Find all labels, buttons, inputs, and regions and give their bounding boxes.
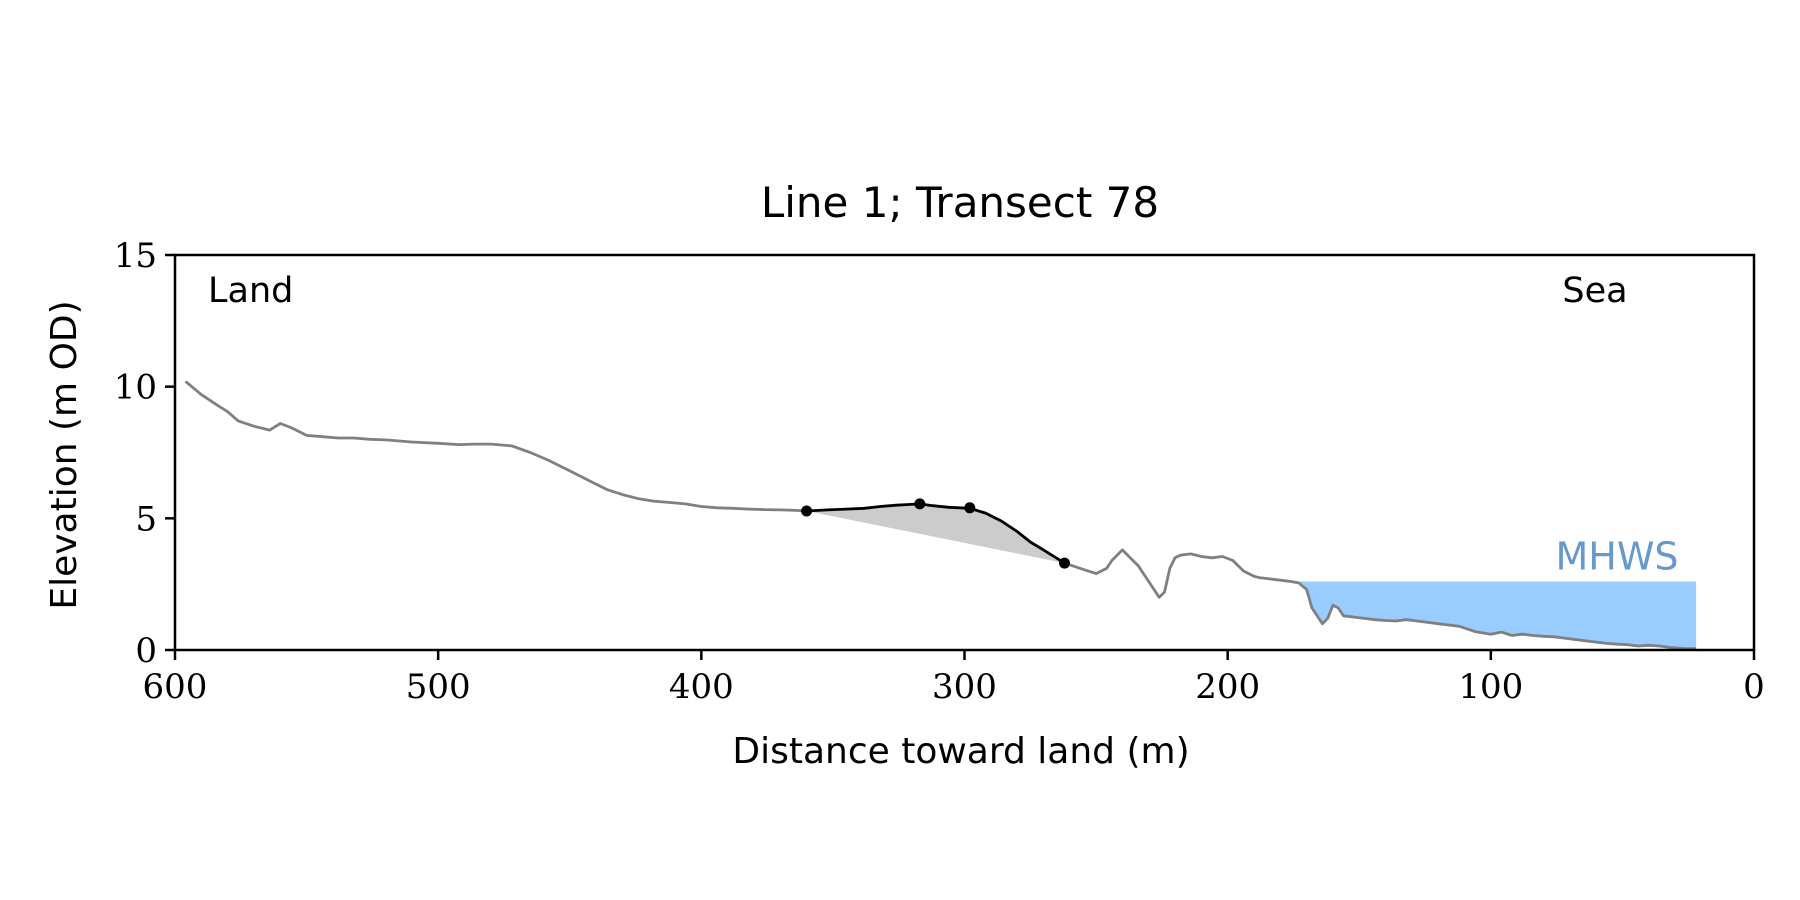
x-tick-label: 0 [1743,667,1765,707]
feature-marker [801,505,813,517]
x-tick-label: 100 [1458,667,1523,707]
feature-marker [964,502,976,514]
feature-volume [806,503,1065,564]
profile-line-landward [184,380,807,513]
x-tick-label: 300 [932,667,997,707]
y-axis-label: Elevation (m OD) [44,300,85,609]
chart-title: Line 1; Transect 78 [761,178,1159,227]
x-tick-label: 500 [406,667,471,707]
y-tick-label: 10 [114,368,157,408]
annotation-mhws: MHWS [1555,535,1678,579]
mhws-area [1298,581,1697,649]
x-axis-label: Distance toward land (m) [732,731,1189,772]
x-tick-label: 200 [1195,667,1260,707]
feature-line [806,502,1066,565]
feature-marker [914,498,926,510]
y-axis: 0 5 10 15 [114,236,175,671]
feature-marker [1059,557,1070,569]
x-tick-label: 400 [669,667,734,707]
profile-line-seaward [1064,548,1697,651]
y-tick-label: 15 [114,236,157,276]
x-tick-label: 600 [143,667,208,707]
y-tick-label: 0 [135,631,157,671]
plot-area [184,380,1697,651]
annotation-land: Land [208,271,293,311]
annotation-sea: Sea [1562,271,1627,311]
y-tick-label: 5 [135,499,157,539]
x-axis: 600 500 400 300 200 100 0 [143,650,1765,707]
